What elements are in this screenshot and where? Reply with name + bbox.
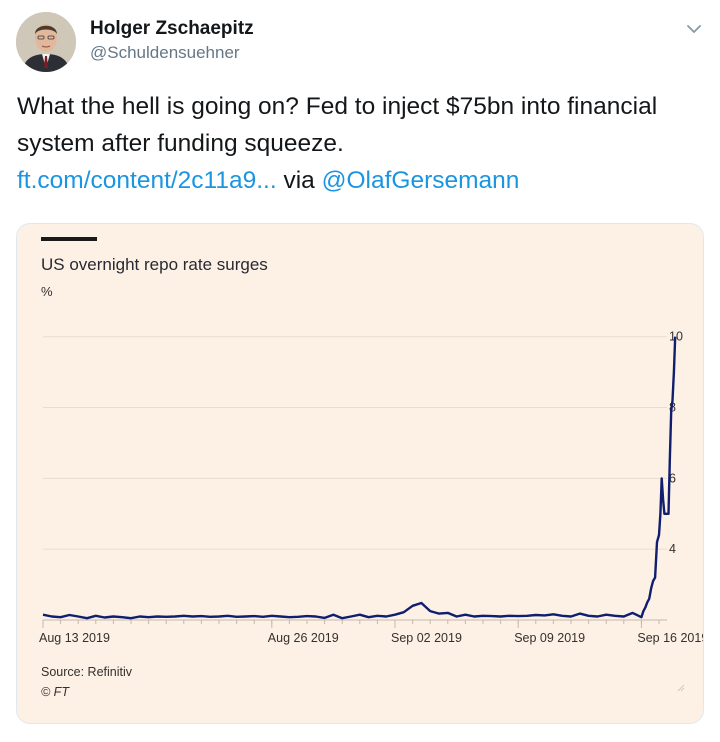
x-tick-label: Sep 16 2019: [637, 631, 704, 645]
chart-card[interactable]: US overnight repo rate surges % 4 6 8 10 Au…: [16, 223, 704, 724]
resize-handle-icon[interactable]: [677, 684, 685, 692]
chart-title: US overnight repo rate surges: [41, 255, 268, 274]
x-ticks: Aug 13 2019 Aug 26 2019 Sep 02 2019 Sep 09 …: [39, 619, 704, 645]
chart-copyright: © FT: [41, 685, 70, 699]
y-tick-label: 10: [669, 330, 683, 344]
mention-link[interactable]: @OlafGersemann: [321, 167, 520, 194]
author-handle[interactable]: @Schuldensuehner: [90, 43, 240, 62]
y-tick-label: 6: [669, 471, 676, 485]
avatar[interactable]: [16, 12, 76, 72]
chart-source: Source: Refinitiv: [41, 665, 133, 679]
chart-header-bar: [41, 237, 97, 241]
series-layer: [42, 336, 677, 620]
x-tick-label: Sep 02 2019: [391, 631, 462, 645]
tweet-body-text: What the hell is going on? Fed to inject…: [17, 93, 658, 157]
avatar-photo: [16, 12, 76, 72]
grid-lines: [43, 336, 667, 550]
repo-rate-series-line: [42, 336, 677, 620]
article-link[interactable]: ft.com/content/2c11a9...: [17, 167, 277, 194]
x-tick-label: Aug 26 2019: [268, 631, 339, 645]
tweet-menu-button[interactable]: [683, 18, 705, 40]
via-text: via: [283, 167, 315, 194]
tweet-text: What the hell is going on? Fed to inject…: [17, 88, 707, 199]
author-name[interactable]: Holger Zschaepitz: [90, 18, 254, 39]
chevron-down-icon: [687, 25, 701, 33]
y-tick-label: 4: [669, 542, 676, 556]
y-axis-unit-label: %: [41, 284, 53, 299]
x-tick-label: Sep 09 2019: [514, 631, 585, 645]
x-tick-label: Aug 13 2019: [39, 631, 110, 645]
